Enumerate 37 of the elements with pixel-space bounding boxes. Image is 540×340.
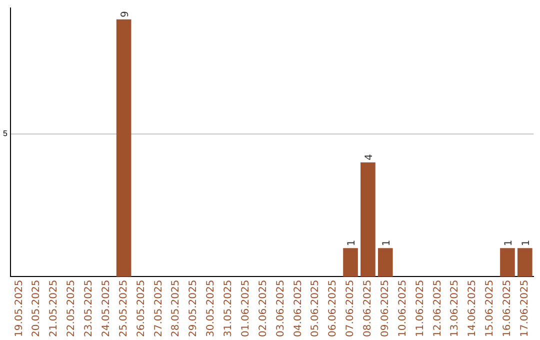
x-tick-label: 13.06.2025 — [450, 280, 461, 338]
x-tick-label: 25.05.2025 — [118, 280, 130, 338]
data-label: 1 — [520, 240, 532, 246]
x-tick-label: 05.06.2025 — [310, 280, 322, 338]
x-tick-label: 29.05.2025 — [188, 280, 200, 338]
x-tick-label: 26.05.2025 — [136, 280, 147, 338]
x-tick-label: 11.06.2025 — [414, 280, 426, 338]
x-tick-label: 21.05.2025 — [48, 280, 60, 338]
x-tick-label: 02.06.2025 — [258, 280, 269, 338]
x-tick-label: 14.06.2025 — [467, 280, 478, 338]
x-tick-label: 19.05.2025 — [14, 280, 25, 338]
x-tick-label: 06.06.2025 — [328, 280, 339, 338]
x-tick-label: 24.05.2025 — [100, 280, 112, 338]
x-tick-label: 03.06.2025 — [275, 280, 286, 338]
x-tick-label: 31.05.2025 — [223, 280, 234, 338]
x-tick-label: 09.06.2025 — [380, 280, 391, 338]
data-label: 1 — [381, 240, 392, 246]
x-tick-label: 04.06.2025 — [292, 280, 304, 338]
x-tick-label: 15.06.2025 — [484, 280, 496, 338]
x-tick-label: 22.05.2025 — [66, 280, 78, 338]
data-label: 9 — [120, 11, 131, 18]
x-tick-label: 08.06.2025 — [362, 280, 374, 338]
x-tick-label: 07.06.2025 — [345, 280, 356, 338]
x-tick-label: 20.05.2025 — [31, 280, 42, 338]
y-tick-label: 5 — [2, 129, 8, 138]
x-tick-label: 28.05.2025 — [170, 280, 182, 338]
x-tick-label: 01.06.2025 — [240, 280, 252, 338]
x-tick-label: 27.05.2025 — [153, 280, 164, 338]
x-tick-label: 12.06.2025 — [432, 280, 444, 338]
x-tick-label: 23.05.2025 — [84, 280, 95, 338]
data-label: 1 — [346, 240, 358, 246]
x-tick-label: 16.06.2025 — [502, 280, 514, 338]
x-tick-label: 17.06.2025 — [519, 280, 530, 338]
data-label: 1 — [503, 240, 514, 246]
data-label: 4 — [364, 154, 375, 160]
x-tick-label: 10.06.2025 — [397, 280, 408, 338]
x-tick-label: 30.05.2025 — [206, 280, 217, 338]
